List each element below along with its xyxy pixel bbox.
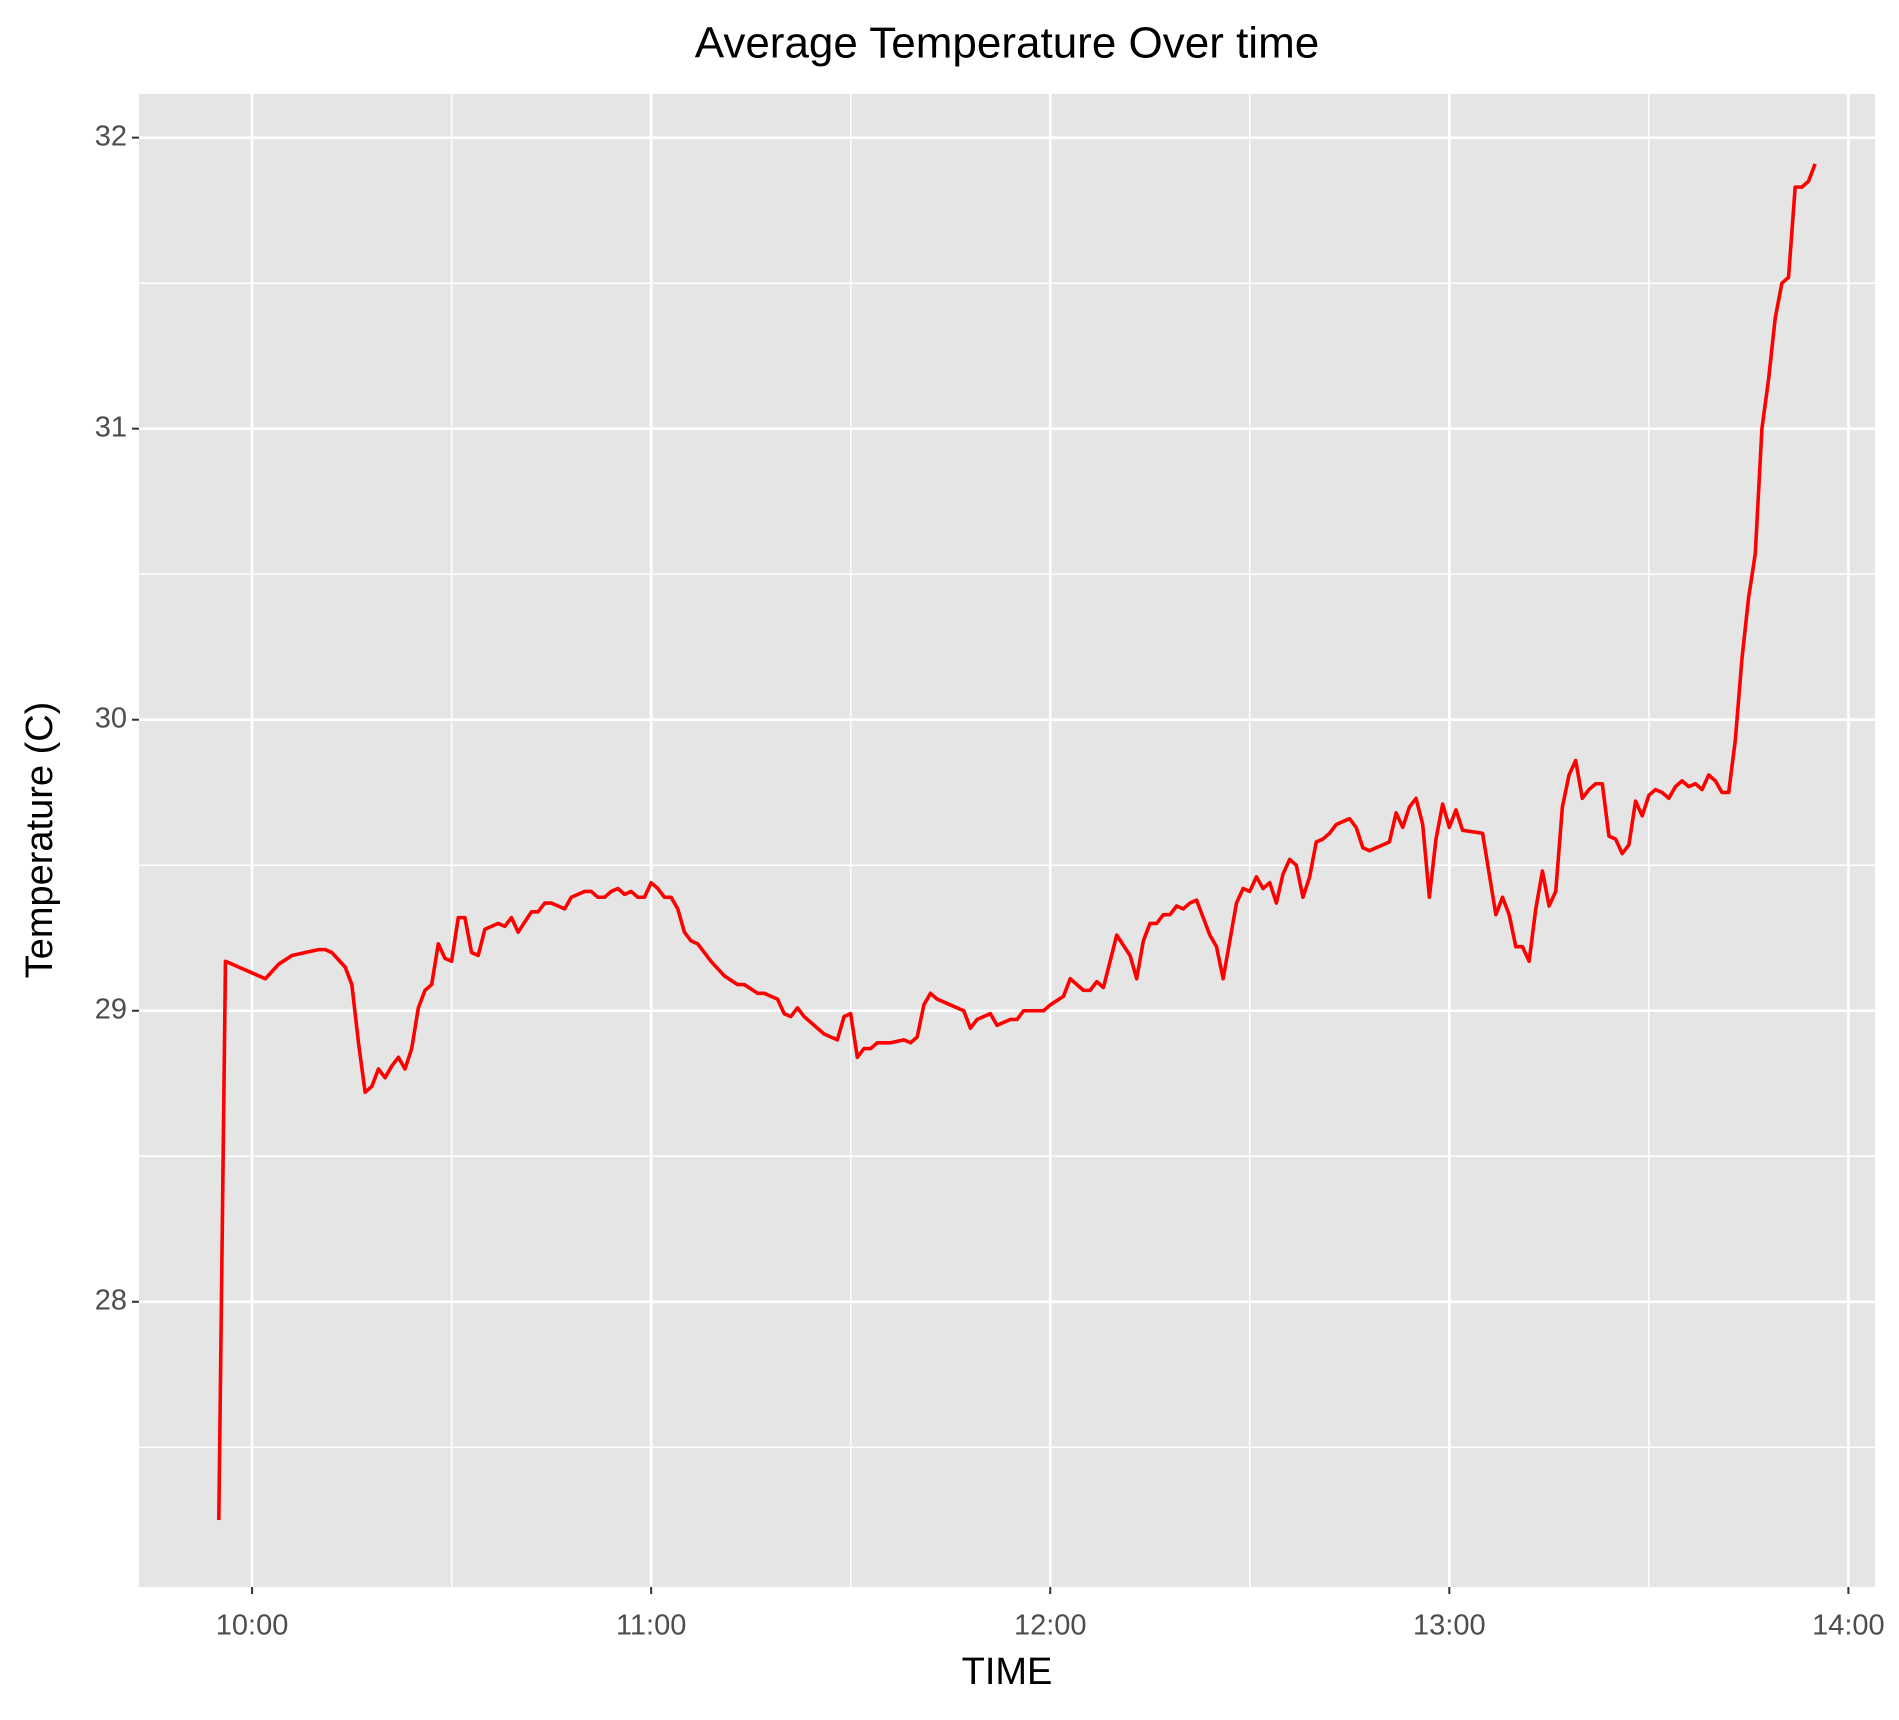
y-tick-label: 29 xyxy=(95,993,127,1025)
y-axis-title: Temperature (C) xyxy=(19,702,61,979)
y-tick-label: 31 xyxy=(95,411,127,443)
x-tick-label: 12:00 xyxy=(1014,1610,1087,1642)
x-tick-label: 14:00 xyxy=(1812,1610,1885,1642)
y-tick-label: 32 xyxy=(95,120,127,152)
x-tick-label: 10:00 xyxy=(216,1610,289,1642)
data-line xyxy=(217,163,1817,1521)
y-tick-label: 30 xyxy=(95,702,127,734)
x-tick-label: 13:00 xyxy=(1413,1610,1486,1642)
x-axis-title: TIME xyxy=(962,1651,1053,1693)
plot-panel xyxy=(139,94,1875,1587)
chart-title: Average Temperature Over time xyxy=(695,19,1319,68)
y-tick-label: 28 xyxy=(95,1284,127,1316)
x-tick-label: 11:00 xyxy=(616,1610,686,1642)
